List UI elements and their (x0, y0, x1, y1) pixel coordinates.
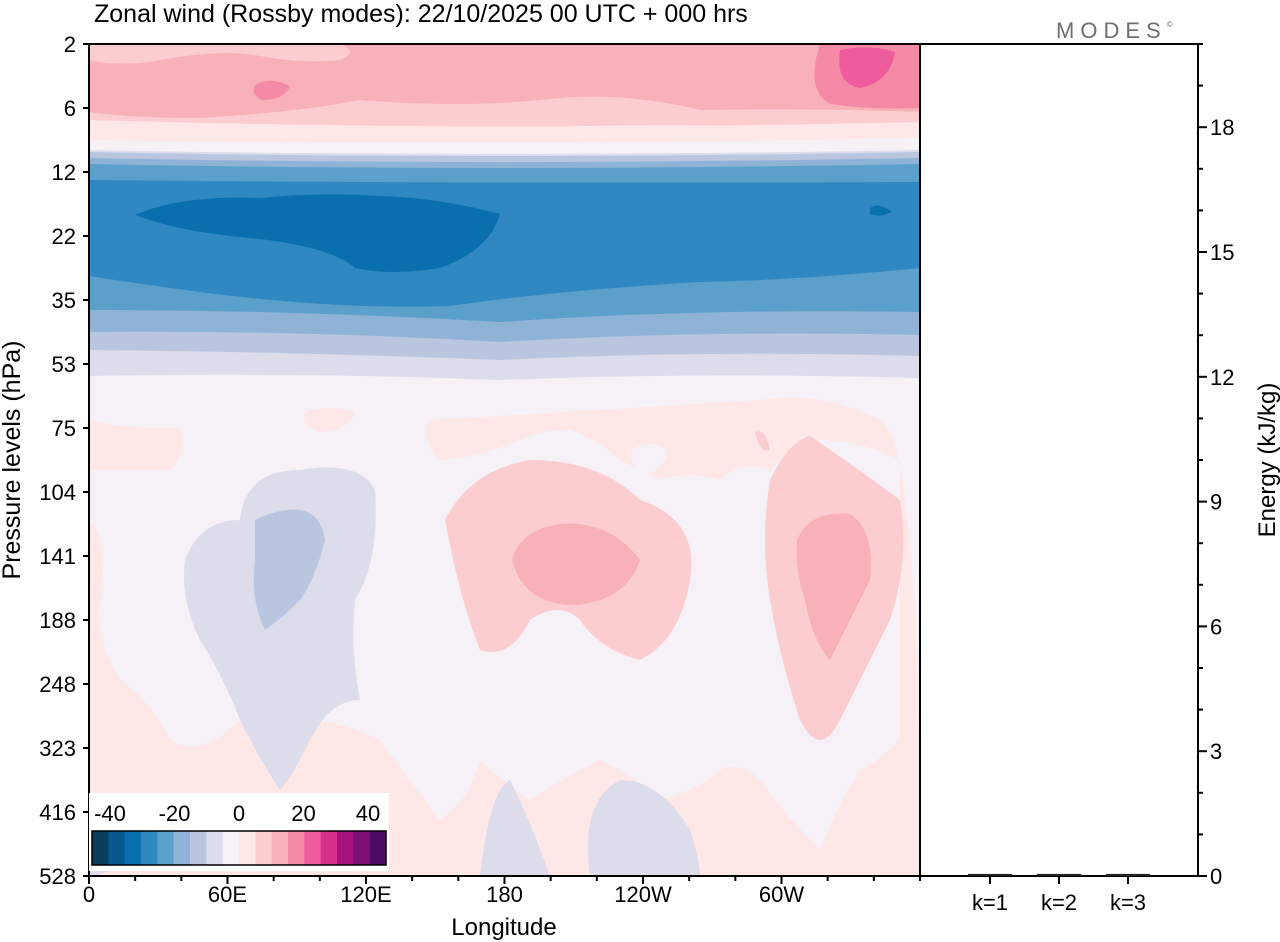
x-tick-label: 0 (83, 882, 95, 907)
colorbar-swatch (92, 831, 109, 865)
contour-field (89, 44, 920, 876)
colorbar-swatch (206, 831, 224, 865)
y-tick-label: 248 (39, 672, 76, 697)
y-axis-label: Pressure levels (hPa) (0, 341, 26, 580)
y-tick-label: 6 (64, 96, 76, 121)
colorbar-swatch (108, 831, 126, 865)
colorbar-swatch (255, 831, 273, 865)
x-tick-label: 60W (759, 882, 804, 907)
energy-category-label: k=3 (1110, 890, 1146, 915)
x-axis-label: Longitude (451, 914, 556, 941)
colorbar-swatch (369, 831, 387, 865)
colorbar-tick-label: 40 (356, 801, 380, 826)
colorbar-swatch (124, 831, 142, 865)
y-tick-label: 75 (52, 416, 76, 441)
colorbar-tick-label: 0 (233, 801, 245, 826)
energy-tick-label: 3 (1210, 739, 1222, 764)
colorbar-tick-label: 20 (291, 801, 315, 826)
pressure-axis: 2 6 12 22 35 53 75 104 141 188 248 323 416 528 (39, 32, 89, 889)
colorbar-swatch (157, 831, 175, 865)
energy-bars: k=1 k=2 k=3 (968, 873, 1150, 915)
colorbar-swatch (353, 831, 371, 865)
energy-tick-label: 18 (1210, 115, 1234, 140)
y-tick-label: 12 (52, 160, 76, 185)
longitude-axis: 0 60E 120E 180 120W 60W (83, 876, 921, 907)
y-tick-label: 22 (52, 224, 76, 249)
energy-tick-label: 15 (1210, 240, 1234, 265)
colorbar-frame (91, 830, 387, 866)
colorbar: -40 -20 0 20 40 (89, 793, 389, 871)
colorbar-swatch (173, 831, 191, 865)
y-tick-label: 35 (52, 288, 76, 313)
y-tick-label: 416 (39, 800, 76, 825)
x-tick-label: 120W (614, 882, 672, 907)
x-tick-label: 60E (208, 882, 247, 907)
modes-logo: MODES© (1056, 18, 1173, 43)
colorbar-swatch (222, 831, 240, 865)
y-tick-label: 53 (52, 352, 76, 377)
colorbar-tick-label: -40 (94, 801, 126, 826)
energy-tick-label: 12 (1210, 365, 1234, 390)
colorbar-swatch (337, 831, 354, 865)
energy-axis-label: Energy (kJ/kg) (1254, 383, 1280, 538)
energy-bar-k=1 (968, 873, 1012, 876)
y-tick-label: 528 (39, 864, 76, 889)
colorbar-swatch (190, 831, 207, 865)
energy-bar-k=3 (1106, 873, 1150, 876)
energy-axis: 0 3 6 9 12 15 18 (1198, 43, 1234, 889)
energy-category-label: k=2 (1041, 890, 1077, 915)
y-tick-label: 2 (64, 32, 76, 57)
colorbar-swatch (141, 831, 158, 865)
chart-title: Zonal wind (Rossby modes): 22/10/2025 00… (94, 0, 748, 28)
energy-tick-label: 0 (1210, 864, 1222, 889)
colorbar-swatch (304, 831, 322, 865)
energy-category-label: k=1 (972, 890, 1008, 915)
energy-tick-label: 9 (1210, 490, 1222, 515)
y-tick-label: 141 (39, 544, 76, 569)
y-tick-label: 323 (39, 736, 76, 761)
colorbar-swatch (239, 831, 256, 865)
x-tick-label: 120E (340, 882, 391, 907)
y-tick-label: 104 (39, 480, 76, 505)
energy-panel-frame (919, 43, 1199, 877)
y-tick-label: 188 (39, 608, 76, 633)
x-tick-label: 180 (486, 882, 523, 907)
colorbar-swatch (320, 831, 338, 865)
energy-tick-label: 6 (1210, 614, 1222, 639)
colorbar-tick-label: -20 (159, 801, 191, 826)
colorbar-swatch (288, 831, 305, 865)
colorbar-swatch (271, 831, 289, 865)
energy-bar-k=2 (1037, 873, 1081, 876)
